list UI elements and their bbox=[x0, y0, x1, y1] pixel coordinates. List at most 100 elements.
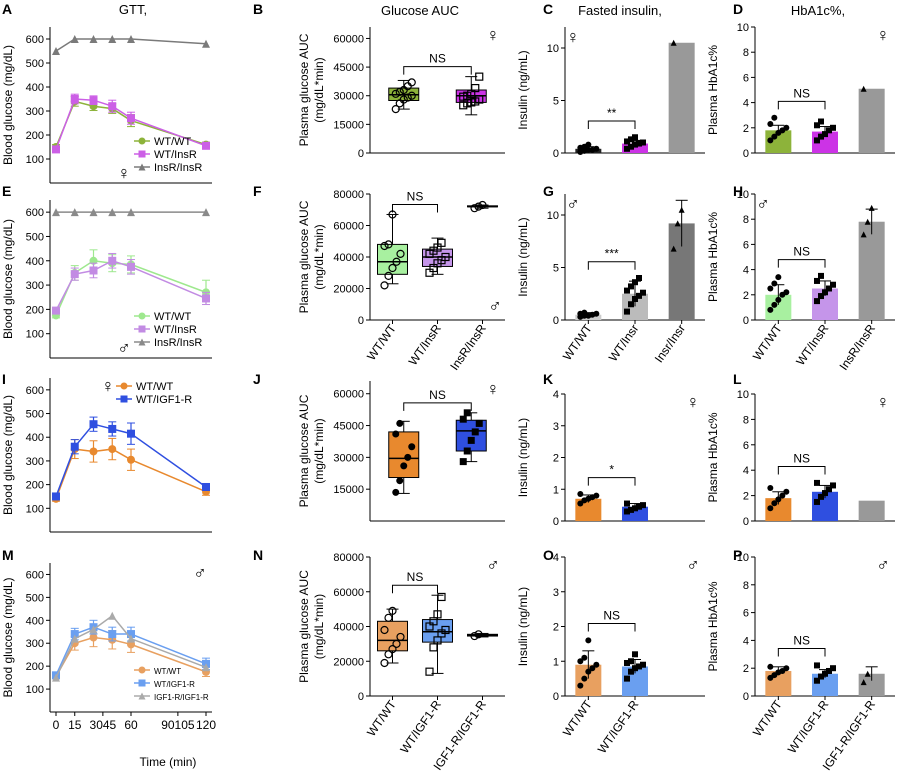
data-point bbox=[771, 280, 778, 287]
data-point bbox=[640, 502, 646, 509]
panel-E: E 100 200 300 400 500 600 Blood glucose (mg/dL)… bbox=[1, 183, 212, 359]
sex-symbol: ♂ bbox=[488, 296, 502, 316]
y-tick-label: 0 bbox=[743, 315, 749, 327]
panel-label: B bbox=[253, 1, 263, 17]
data-point bbox=[826, 486, 832, 493]
panel-H: H 0 2 4 6 8 10 Plasma HbA1c% NS WT/WT WT/InsR InsR/… bbox=[706, 183, 895, 373]
data-point bbox=[678, 206, 685, 213]
y-tick-label: 600 bbox=[26, 34, 44, 46]
data-point bbox=[467, 436, 475, 444]
series-line bbox=[55, 636, 207, 677]
data-point bbox=[624, 675, 630, 682]
data-point bbox=[628, 136, 634, 143]
sex-symbol: ♂ bbox=[486, 555, 500, 575]
series-line bbox=[55, 423, 207, 497]
data-point bbox=[463, 409, 471, 417]
y-tick-label: 4 bbox=[743, 465, 749, 477]
column-title-hba1c: HbA1c%, bbox=[791, 3, 845, 18]
data-point bbox=[478, 200, 487, 210]
panel-label: P bbox=[733, 547, 742, 563]
data-point bbox=[632, 651, 638, 658]
significance-bracket bbox=[403, 66, 472, 75]
data-point bbox=[640, 139, 646, 146]
y-axis-label: Insulin (ng/mL) bbox=[516, 217, 530, 296]
y-axis-label: (mg/dL*min) bbox=[312, 594, 326, 659]
data-point bbox=[775, 274, 782, 281]
legend-label: IGF1-R/IGF1-R bbox=[154, 693, 209, 702]
data-point bbox=[138, 312, 146, 320]
data-point bbox=[70, 35, 79, 43]
data-point bbox=[585, 637, 592, 644]
data-point bbox=[581, 654, 588, 661]
data-point bbox=[767, 121, 774, 128]
data-point bbox=[585, 141, 592, 148]
y-tick-label: 6 bbox=[743, 239, 749, 251]
legend-label: WT/InsR bbox=[154, 149, 197, 161]
significance-bracket bbox=[392, 584, 438, 594]
data-point bbox=[783, 488, 790, 495]
data-point bbox=[783, 124, 790, 131]
box-body bbox=[388, 431, 420, 479]
sex-symbol: ♂ bbox=[193, 563, 207, 583]
legend-label: WT/WT bbox=[154, 136, 192, 148]
y-tick-label: 300 bbox=[26, 638, 44, 650]
data-point bbox=[814, 277, 820, 284]
data-point bbox=[783, 289, 790, 296]
y-tick-label: 0 bbox=[743, 691, 749, 703]
data-point bbox=[636, 663, 642, 670]
data-point bbox=[624, 138, 630, 145]
sex-symbol: ♂ bbox=[117, 338, 131, 358]
y-tick-label: 2 bbox=[743, 491, 749, 503]
y-tick-label: 8 bbox=[743, 580, 749, 592]
x-tick-label: WT/WT bbox=[560, 697, 595, 739]
sex-symbol: ♀ bbox=[686, 392, 700, 412]
y-tick-label: 200 bbox=[26, 130, 44, 142]
data-point bbox=[407, 91, 416, 100]
x-tick-label: WT/Insr bbox=[606, 322, 642, 364]
data-point bbox=[388, 263, 397, 273]
series-line bbox=[55, 448, 207, 500]
data-point bbox=[771, 133, 778, 140]
y-tick-label: 2 bbox=[743, 290, 749, 302]
y-tick-label: 6 bbox=[743, 440, 749, 452]
data-point bbox=[628, 658, 634, 665]
data-point bbox=[408, 443, 416, 451]
y-tick-label: 200 bbox=[26, 304, 44, 316]
data-point bbox=[380, 625, 389, 635]
series-line bbox=[55, 38, 207, 52]
data-point bbox=[577, 500, 584, 507]
data-point bbox=[632, 279, 638, 286]
sex-symbol: ♂ bbox=[876, 555, 890, 575]
panel-L: L 0 2 4 6 8 10 Plasma HbA1c% NS ♀ bbox=[706, 371, 895, 528]
x-tick-label: WT/WT bbox=[750, 697, 785, 739]
y-axis-label: Plasma glucose AUC bbox=[297, 200, 311, 313]
significance-label: NS bbox=[603, 608, 620, 622]
significance-bracket bbox=[587, 120, 636, 129]
data-point bbox=[127, 35, 135, 43]
data-point bbox=[470, 631, 479, 641]
significance-bracket bbox=[587, 477, 636, 486]
panel-label: A bbox=[2, 1, 12, 17]
y-tick-label: 200 bbox=[26, 480, 44, 492]
data-point bbox=[640, 289, 646, 296]
data-point bbox=[818, 673, 824, 680]
y-tick-label: 4 bbox=[553, 389, 559, 401]
data-point bbox=[202, 208, 210, 217]
data-point bbox=[624, 287, 630, 294]
data-point bbox=[391, 104, 400, 114]
data-point bbox=[860, 85, 867, 92]
data-point bbox=[632, 296, 638, 302]
bar bbox=[622, 143, 648, 153]
x-tick-label: 15 bbox=[68, 718, 82, 732]
y-tick-label: 20000 bbox=[333, 656, 364, 668]
data-point bbox=[89, 35, 98, 43]
panel-J: J 15000 30000 45000 60000 Plasma glucose AUC(… bbox=[253, 371, 505, 522]
data-point bbox=[138, 163, 146, 171]
data-point bbox=[202, 482, 210, 491]
y-tick-label: 4 bbox=[553, 552, 559, 564]
data-point bbox=[864, 218, 871, 225]
significance-label: *** bbox=[605, 247, 619, 261]
data-point bbox=[396, 419, 404, 427]
